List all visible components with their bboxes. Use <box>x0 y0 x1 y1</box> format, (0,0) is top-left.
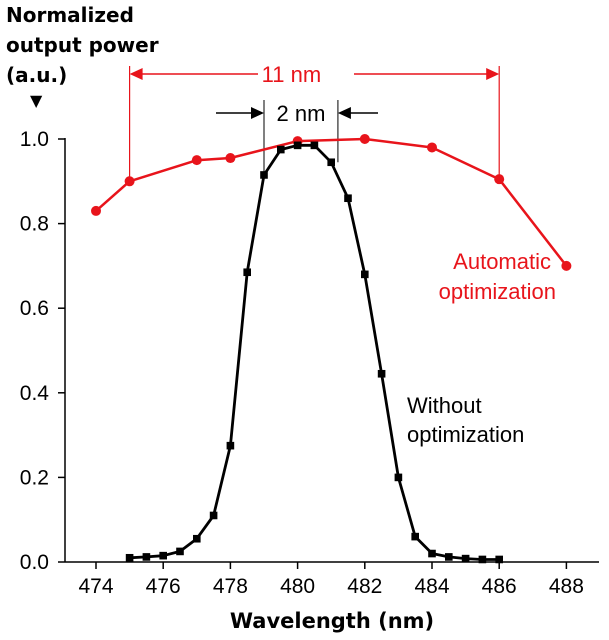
span-11nm-right-arrowhead <box>486 68 500 80</box>
data-point-without <box>310 141 319 150</box>
series-line-automatic <box>95 137 568 267</box>
data-point-without <box>176 547 184 556</box>
data-point-without <box>193 534 201 543</box>
data-point-without <box>478 555 487 564</box>
data-point-without <box>159 551 167 560</box>
series-line-without <box>129 143 500 561</box>
data-point-without <box>243 268 251 277</box>
span-11nm-left-arrowhead <box>129 68 143 80</box>
y-tick-label: 0.4 <box>20 382 50 405</box>
y-tick-label: 0.0 <box>20 551 49 574</box>
data-point-automatic <box>225 153 236 164</box>
span-2nm-left-arrowhead <box>251 107 264 119</box>
span-11nm-label: 11 nm <box>262 62 322 87</box>
x-tick-label: 482 <box>347 575 382 598</box>
y-tick-label: 0.2 <box>20 466 49 489</box>
data-point-without <box>125 553 134 562</box>
x-tick-label: 486 <box>482 575 517 598</box>
data-point-without <box>142 553 151 561</box>
data-point-automatic <box>427 142 437 153</box>
data-point-without <box>209 511 218 520</box>
data-point-without <box>293 141 302 150</box>
data-point-automatic <box>91 205 101 216</box>
y-tick-label: 0.8 <box>20 213 49 236</box>
data-point-without <box>327 158 335 167</box>
x-tick-label: 478 <box>213 575 248 598</box>
y-tick-label: 0.6 <box>20 297 49 320</box>
data-point-automatic <box>359 134 370 144</box>
y-axis-title-line-2: output power <box>6 33 159 57</box>
y-axis-title-line-1: Normalized <box>6 3 134 27</box>
data-point-without <box>461 554 470 563</box>
data-point-without <box>361 270 369 279</box>
y-axis-title-line-3: (a.u.) <box>6 63 67 87</box>
data-point-automatic <box>124 176 135 187</box>
x-tick-label: 484 <box>414 575 449 598</box>
annotation-group: 11 nm 2 nm <box>129 62 500 182</box>
data-point-without <box>344 194 352 203</box>
x-tick-label: 488 <box>549 575 584 598</box>
y-axis-arrow: ▼ <box>30 91 43 110</box>
data-point-without <box>394 473 403 482</box>
data-point-without <box>277 145 285 154</box>
data-point-automatic <box>561 260 572 271</box>
series-label-without-line-2: optimization <box>407 422 524 447</box>
data-point-without <box>226 441 235 450</box>
data-point-without <box>377 369 386 378</box>
series-label-without-line-1: Without <box>407 393 482 418</box>
x-tick-label: 474 <box>78 575 113 598</box>
data-point-without <box>411 532 419 541</box>
y-tick-label: 1.0 <box>20 128 49 151</box>
data-point-without <box>495 555 503 564</box>
span-2nm-label: 2 nm <box>276 101 325 126</box>
tick-group: 474 476 478 480 482 484 486 488 0.0 0.2 0.4 0.6 0.8 1… <box>20 128 584 598</box>
series-label-automatic-line-2: optimization <box>439 279 556 304</box>
data-point-automatic <box>191 155 202 166</box>
x-tick-label: 480 <box>280 575 315 598</box>
data-point-automatic <box>494 174 505 185</box>
span-2nm-right-arrowhead <box>337 107 351 119</box>
x-tick-label: 476 <box>146 575 181 598</box>
data-point-without <box>260 171 268 179</box>
data-point-without <box>445 553 453 561</box>
x-axis-title: Wavelength (nm) <box>230 609 434 633</box>
series-label-automatic-line-1: Automatic <box>453 249 551 274</box>
data-point-without <box>428 549 436 558</box>
series-group <box>91 134 572 564</box>
